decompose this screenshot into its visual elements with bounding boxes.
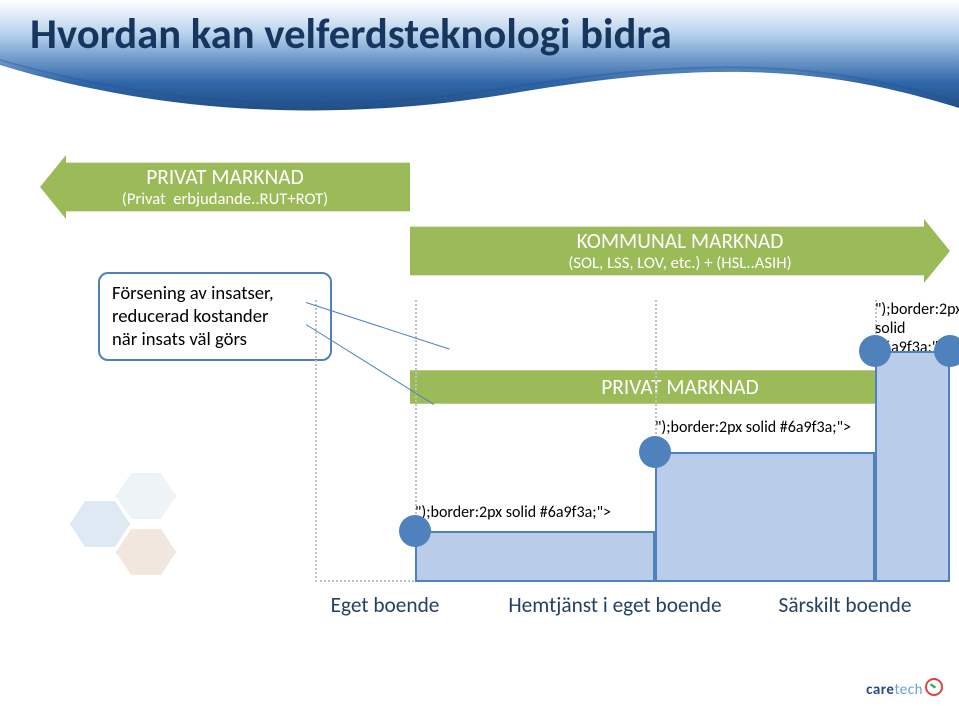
page-title: Hvordan kan velferdsteknologi bidra <box>30 8 672 60</box>
logo-tech: tech <box>894 681 923 699</box>
x-axis-labels: Eget boendeHemtjänst i eget boendeSärski… <box>270 592 959 618</box>
caretech-logo: caretech <box>866 678 943 699</box>
logo-care: care <box>866 681 894 699</box>
arrow-privat-marknad: PRIVAT MARKNAD(Privat erbjudande..RUT+RO… <box>40 155 410 219</box>
x-label: Hemtjänst i eget boende <box>500 592 730 618</box>
logo-mark-icon <box>925 678 943 696</box>
x-label: Särskilt boende <box>730 592 959 618</box>
step-chart: ");border:2px solid #6a9f3a;">");border:… <box>315 300 950 582</box>
slide: Hvordan kan velferdsteknologi bidra PRIV… <box>0 0 959 709</box>
callout-delay: Försening av insatser,reducerad kostande… <box>98 272 332 361</box>
arrow-kommunal-marknad: KOMMUNAL MARKNAD(SOL, LSS, LOV, etc.) + … <box>410 219 950 283</box>
hex-illustration <box>70 470 200 582</box>
x-label: Eget boende <box>270 592 500 618</box>
